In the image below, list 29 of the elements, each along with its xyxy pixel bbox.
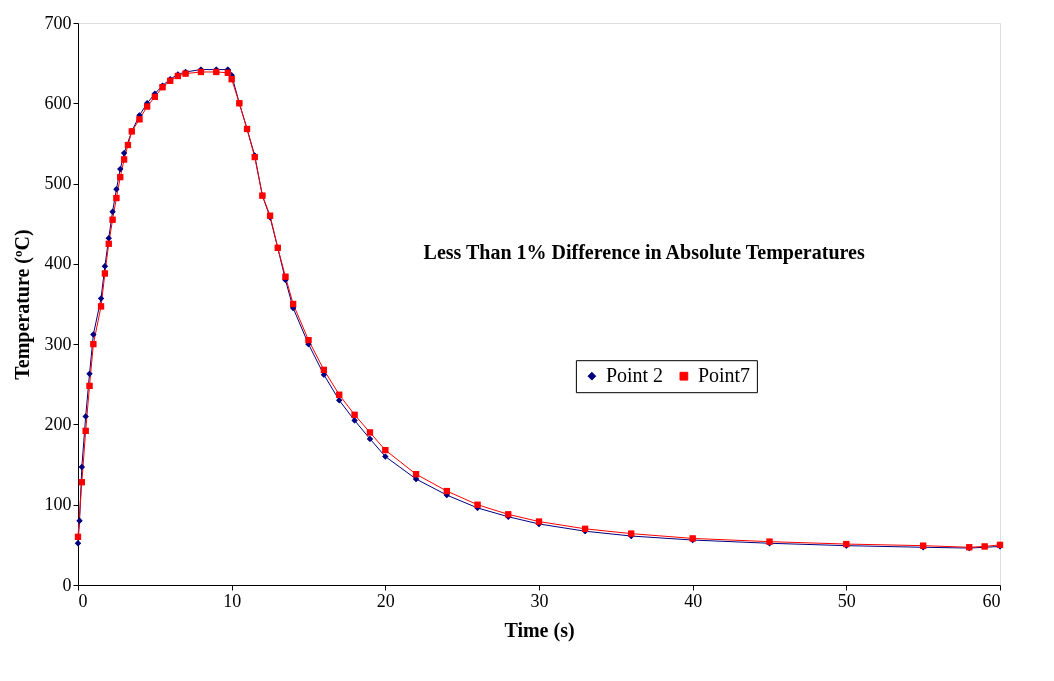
y-tick-label: 600 — [44, 92, 72, 113]
x-tick-label: 60 — [982, 590, 1001, 611]
y-tick-label: 500 — [44, 173, 72, 194]
y-tick-label: 200 — [44, 413, 72, 434]
x-tick-label: 20 — [376, 590, 395, 611]
x-tick-label: 40 — [684, 590, 703, 611]
x-tick-label: 30 — [530, 590, 549, 611]
point — [82, 413, 89, 420]
point — [109, 216, 116, 223]
y-tick-label: 100 — [44, 494, 72, 515]
point — [282, 273, 289, 280]
annotation: Less Than 1% Difference in Absolute Temperatures — [423, 241, 865, 265]
point — [382, 453, 389, 460]
x-tick-label: 0 — [78, 590, 88, 611]
legend-label: Point7 — [697, 364, 751, 387]
y-tick-label: 400 — [44, 253, 72, 274]
x-tick-label: 50 — [837, 590, 856, 611]
point — [351, 417, 358, 424]
y-tick-label: 0 — [62, 574, 72, 595]
legend-label: Point 2 — [605, 364, 664, 387]
y-tick-label: 300 — [44, 333, 72, 354]
point — [981, 543, 988, 550]
y-axis-title: Temperature (ºC) — [10, 229, 34, 380]
point — [90, 331, 97, 338]
point — [136, 116, 143, 123]
x-axis-title: Time (s) — [504, 618, 575, 642]
y-tick-label: 700 — [44, 12, 72, 33]
point — [109, 208, 116, 215]
x-tick-label: 10 — [223, 590, 242, 611]
